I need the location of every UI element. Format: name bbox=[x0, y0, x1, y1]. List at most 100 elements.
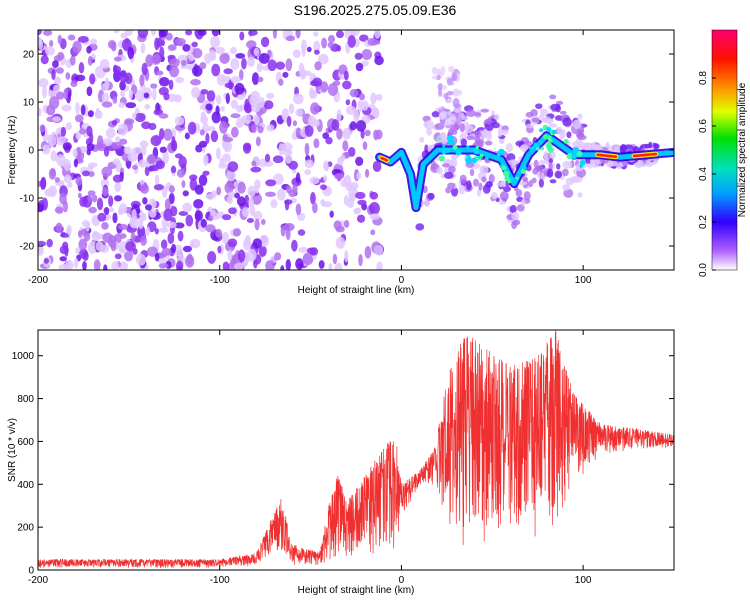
spectrogram-noise-blob bbox=[199, 129, 205, 136]
spectrogram-noise-blob bbox=[123, 146, 132, 155]
spectrogram-noise-blob bbox=[182, 44, 191, 52]
spectrogram-signal-blob bbox=[559, 110, 567, 115]
spectrogram-hot-spot bbox=[471, 157, 477, 164]
spectrogram-noise-blob bbox=[295, 258, 304, 270]
spectrogram-noise-blob bbox=[97, 212, 107, 222]
spectrogram-noise-blob bbox=[322, 201, 332, 208]
spectrogram-noise-blob bbox=[167, 232, 175, 244]
spectrogram-noise-blob bbox=[202, 170, 210, 176]
spectrogram-noise-blob bbox=[258, 158, 268, 168]
spectrogram-noise-blob bbox=[232, 228, 242, 237]
spectrogram-noise-blob bbox=[199, 62, 207, 70]
spectrogram-signal-blob bbox=[424, 119, 434, 130]
spectrogram-noise-blob bbox=[132, 164, 138, 170]
spectrogram-noise-blob bbox=[224, 181, 234, 194]
spectrogram-noise-blob bbox=[59, 256, 67, 262]
spectrogram-noise-blob bbox=[364, 245, 372, 259]
spectrogram-noise-blob bbox=[38, 36, 42, 47]
spectrogram-noise-blob bbox=[208, 215, 214, 222]
spectrogram-signal-blob bbox=[484, 140, 493, 146]
spectrogram-noise-blob bbox=[138, 159, 147, 168]
spectrogram-noise-blob bbox=[248, 30, 258, 36]
spectrogram-noise-blob bbox=[175, 260, 184, 270]
spectrogram-noise-blob bbox=[92, 230, 99, 238]
spectrogram-noise-blob bbox=[168, 185, 175, 194]
spectrogram-signal-blob bbox=[466, 109, 476, 117]
spectrogram-noise-blob bbox=[181, 180, 186, 188]
spectrogram-noise-blob bbox=[371, 107, 380, 118]
spectrogram-noise-blob bbox=[246, 218, 254, 224]
spectrogram-noise-blob bbox=[205, 132, 210, 144]
spectrogram-noise-blob bbox=[125, 241, 136, 252]
spectrogram-noise-blob bbox=[61, 104, 72, 112]
spectrogram-noise-blob bbox=[344, 151, 350, 158]
spectrogram-noise-blob bbox=[239, 31, 245, 41]
spectrogram-noise-blob bbox=[288, 103, 295, 115]
spectrogram-noise-blob bbox=[339, 154, 346, 162]
spectrogram-noise-blob bbox=[349, 30, 360, 37]
spectrogram-noise-blob bbox=[88, 132, 94, 145]
spectrogram-noise-blob bbox=[204, 53, 212, 64]
spectrogram-x-tick-label: -100 bbox=[210, 275, 230, 286]
spectrogram-noise-blob bbox=[219, 53, 230, 64]
spectrogram-noise-blob bbox=[103, 207, 110, 215]
spectrogram-noise-blob bbox=[48, 168, 57, 180]
spectrogram-noise-blob bbox=[167, 93, 178, 102]
spectrogram-hot-spot bbox=[542, 134, 548, 140]
spectrogram-noise-blob bbox=[150, 164, 159, 172]
spectrogram-noise-blob bbox=[210, 130, 219, 143]
spectrogram-noise-blob bbox=[327, 34, 336, 44]
spectrogram-signal-blob bbox=[443, 171, 454, 180]
spectrogram-noise-blob bbox=[347, 146, 356, 157]
spectrogram-signal-blob bbox=[538, 178, 544, 188]
spectrogram-noise-blob bbox=[75, 102, 80, 115]
spectrogram-noise-blob bbox=[91, 53, 97, 60]
spectrogram-noise-blob bbox=[161, 247, 172, 256]
spectrogram-signal-blob bbox=[446, 98, 453, 103]
spectrogram-noise-blob bbox=[331, 119, 340, 131]
snr-frame bbox=[37, 329, 675, 571]
spectrogram-signal-blob bbox=[539, 108, 549, 117]
snr-x-tick-label: 0 bbox=[399, 575, 405, 586]
spectrogram-noise-blob bbox=[125, 102, 137, 109]
snr-panel: -200 -100 0 100 0 200 400 600 800 1000 Height of… bbox=[7, 329, 675, 596]
spectrogram-noise-blob bbox=[70, 80, 78, 88]
spectrogram-noise-blob bbox=[370, 92, 377, 105]
spectrogram-hot-spot bbox=[533, 142, 539, 148]
spectrogram-signal-blob bbox=[550, 103, 561, 111]
spectrogram-noise-blob bbox=[207, 250, 217, 264]
spectrogram-noise-blob bbox=[87, 164, 94, 172]
spectrogram-noise-blob bbox=[356, 172, 362, 180]
snr-y-ticks: 0 200 400 600 800 1000 bbox=[12, 351, 674, 577]
spectrogram-noise-blob bbox=[107, 40, 117, 49]
spectrogram-signal-blob bbox=[546, 168, 554, 178]
spectrogram-signal-blob bbox=[512, 219, 521, 226]
spectrogram-signal-blob bbox=[502, 185, 511, 192]
spectrogram-signal-blob bbox=[481, 176, 487, 183]
spectrogram-noise-blob bbox=[58, 264, 70, 270]
spectrogram-noise-blob bbox=[162, 151, 169, 165]
spectrogram-noise-blob bbox=[323, 175, 328, 182]
spectrogram-noise-blob bbox=[63, 88, 69, 100]
spectrogram-noise-blob bbox=[191, 41, 198, 48]
spectrogram-signal-blob bbox=[548, 162, 553, 171]
spectrogram-noise-blob bbox=[166, 221, 177, 229]
spectrogram-noise-blob bbox=[168, 193, 175, 205]
spectrogram-signal-blob bbox=[446, 90, 454, 96]
spectrogram-signal-blob bbox=[415, 223, 425, 231]
spectrogram-noise-blob bbox=[202, 154, 209, 167]
spectrogram-noise-blob bbox=[355, 62, 364, 72]
spectrogram-signal-blob bbox=[450, 187, 459, 197]
spectrogram-noise-blob bbox=[245, 114, 252, 124]
spectrogram-noise-blob bbox=[254, 184, 260, 194]
spectrogram-signal-blob bbox=[556, 126, 563, 135]
spectrogram-noise-blob bbox=[235, 53, 246, 59]
spectrogram-noise-blob bbox=[216, 186, 222, 196]
spectrogram-noise-blob bbox=[327, 41, 334, 48]
spectrogram-noise-blob bbox=[193, 198, 204, 209]
spectrogram-signal-blob bbox=[448, 65, 455, 73]
spectrogram-noise-blob bbox=[40, 55, 49, 65]
colorbar-gradient bbox=[711, 29, 738, 271]
spectrogram-ridge-core bbox=[632, 152, 658, 158]
spectrogram-noise-blob bbox=[65, 122, 72, 131]
